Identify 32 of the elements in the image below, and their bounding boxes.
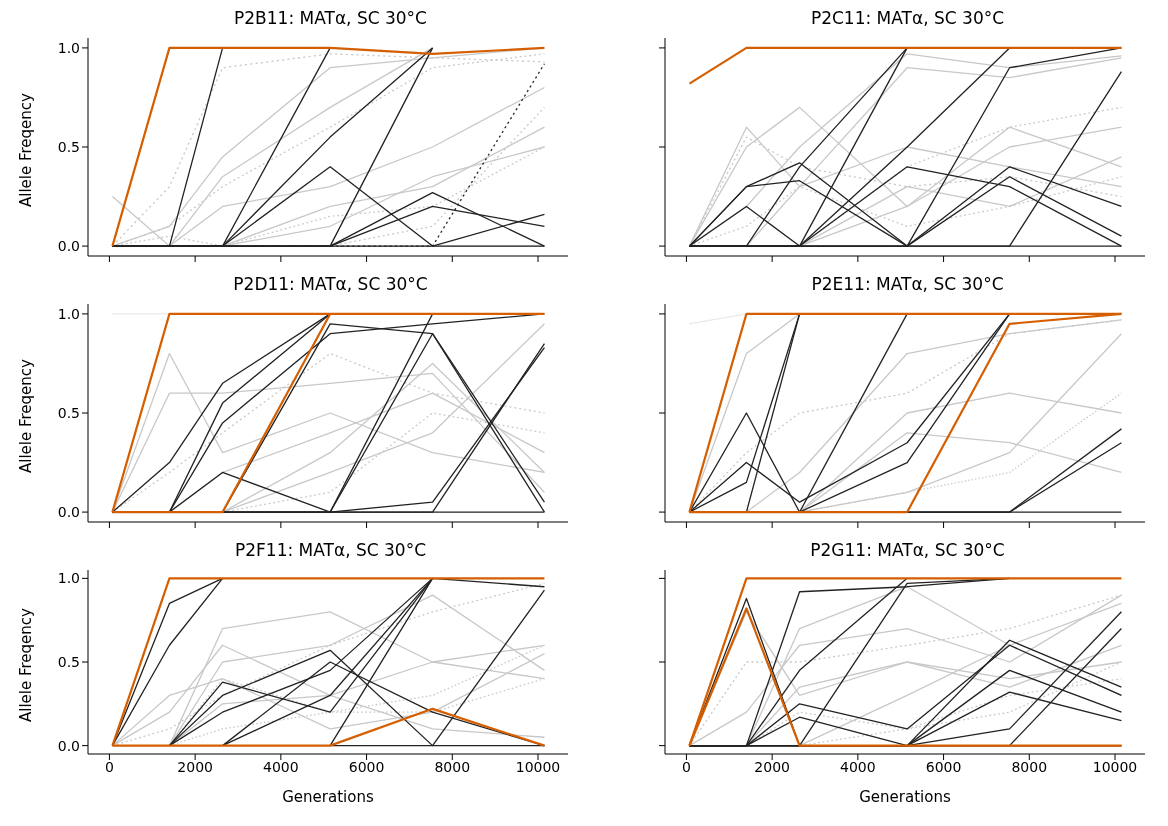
x-tick-label: 6000 bbox=[925, 758, 962, 775]
chart-title: P2E11: MATα, SC 30°C bbox=[810, 274, 1005, 296]
x-tick-label: 0 bbox=[681, 758, 691, 775]
x-axis-title: Generations bbox=[859, 788, 951, 806]
y-axis-title: Allele Freqency bbox=[17, 358, 36, 473]
x-tick-label: 8000 bbox=[1011, 758, 1048, 775]
x-axis-title: Generations bbox=[282, 788, 374, 806]
chart-title: P2F11: MATα, SC 30°C bbox=[233, 540, 428, 562]
chart-title: P2C11: MATα, SC 30°C bbox=[809, 8, 1006, 30]
y-tick-label: 0.0 bbox=[57, 238, 80, 255]
y-tick-label: 0.0 bbox=[57, 504, 80, 521]
x-tick-label: 4000 bbox=[840, 758, 876, 775]
x-tick-label: 10000 bbox=[1092, 758, 1138, 775]
x-tick-label: 8000 bbox=[434, 758, 471, 775]
y-axis-title: Allele Freqency bbox=[17, 92, 36, 207]
y-tick-label: 1.0 bbox=[57, 39, 80, 56]
x-tick-label: 0 bbox=[104, 758, 114, 775]
x-tick-label: 4000 bbox=[263, 758, 299, 775]
chart-title: P2B11: MATα, SC 30°C bbox=[233, 8, 428, 30]
y-tick-label: 1.0 bbox=[57, 305, 80, 322]
y-tick-label: 0.5 bbox=[57, 138, 80, 155]
y-tick-label: 0.5 bbox=[57, 404, 80, 421]
chart-title: P2G11: MATα, SC 30°C bbox=[809, 540, 1006, 562]
y-tick-label: 1.0 bbox=[57, 570, 80, 587]
x-tick-label: 10000 bbox=[515, 758, 561, 775]
x-tick-label: 2000 bbox=[754, 758, 790, 775]
x-tick-label: 6000 bbox=[348, 758, 385, 775]
y-axis-title: Allele Freqency bbox=[17, 607, 36, 722]
chart-title: P2D11: MATα, SC 30°C bbox=[232, 274, 429, 296]
y-tick-label: 0.0 bbox=[57, 737, 80, 754]
y-tick-label: 0.5 bbox=[57, 653, 80, 670]
x-tick-label: 2000 bbox=[177, 758, 213, 775]
